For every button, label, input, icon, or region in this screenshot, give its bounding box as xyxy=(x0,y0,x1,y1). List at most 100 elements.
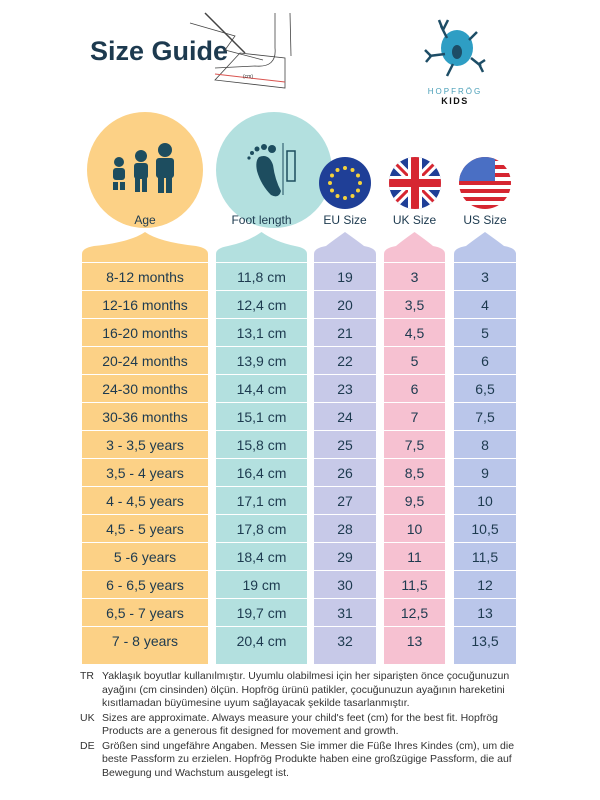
cell-age: 6,5 - 7 years xyxy=(82,598,208,626)
cell-uk: 11,5 xyxy=(384,570,445,598)
cell-eu: 30 xyxy=(314,570,376,598)
footprint-ruler-icon xyxy=(216,112,332,228)
cell-us: 10,5 xyxy=(454,514,516,542)
cell-age: 4,5 - 5 years xyxy=(82,514,208,542)
cell-eu: 23 xyxy=(314,374,376,402)
eu-flag-icon xyxy=(318,156,372,210)
cell-age: 30-36 months xyxy=(82,402,208,430)
cell-us: 11,5 xyxy=(454,542,516,570)
cell-age: 3 - 3,5 years xyxy=(82,430,208,458)
cell-us: 6,5 xyxy=(454,374,516,402)
column-eu: EU Size 19 20 21 22 23 24 25 26 27 28 29 30 31 32 xyxy=(314,112,376,672)
cell-us: 8 xyxy=(454,430,516,458)
cell-foot: 19 cm xyxy=(216,570,307,598)
cell-us: 4 xyxy=(454,290,516,318)
note-de: DE Größen sind ungefähre Angaben. Messen … xyxy=(80,739,515,779)
size-notes: TR Yaklaşık boyutlar kullanılmıştır. Uyum… xyxy=(80,670,540,781)
note-tr: TR Yaklaşık boyutlar kullanılmıştır. Uyum… xyxy=(80,670,510,709)
cell-uk: 7,5 xyxy=(384,430,445,458)
column-header: Foot length xyxy=(231,213,292,227)
cell-eu: 28 xyxy=(314,514,376,542)
page-title: Size Guide xyxy=(90,36,229,66)
cell-us: 10 xyxy=(454,486,516,514)
cell-foot: 18,4 cm xyxy=(216,542,307,570)
cell-foot: 13,9 cm xyxy=(216,346,307,374)
cell-eu: 25 xyxy=(314,430,376,458)
cell-foot: 12,4 cm xyxy=(216,290,307,318)
cell-foot: 13,1 cm xyxy=(216,318,307,346)
cell-age: 24-30 months xyxy=(82,374,208,402)
cell-uk: 10 xyxy=(384,514,445,542)
column-cap xyxy=(454,232,516,267)
column-us: US Size 3 4 5 6 6,5 7,5 8 9 10 10,5 11,5 12 13 13,5 xyxy=(454,112,516,672)
cell-eu: 19 xyxy=(314,262,376,290)
column-cap xyxy=(384,232,445,267)
column-cap xyxy=(82,232,208,267)
cell-uk: 7 xyxy=(384,402,445,430)
cell-eu: 31 xyxy=(314,598,376,626)
column-header: EU Size xyxy=(323,213,367,227)
column-header: UK Size xyxy=(392,213,437,227)
cell-eu: 20 xyxy=(314,290,376,318)
cell-eu: 24 xyxy=(314,402,376,430)
cell-us: 7,5 xyxy=(454,402,516,430)
column-foot: Foot length 11,8 cm 12,4 cm 13,1 cm 13,9 cm 1… xyxy=(216,112,332,672)
cell-uk: 3 xyxy=(384,262,445,290)
cell-foot: 17,1 cm xyxy=(216,486,307,514)
cell-age: 7 - 8 years xyxy=(82,626,208,654)
cell-age: 8-12 months xyxy=(82,262,208,290)
column-cap xyxy=(216,232,307,267)
cell-uk: 5 xyxy=(384,346,445,374)
frog-icon xyxy=(424,19,486,77)
cell-eu: 22 xyxy=(314,346,376,374)
cell-eu: 32 xyxy=(314,626,376,654)
cell-age: 3,5 - 4 years xyxy=(82,458,208,486)
sketch-cm-label: (cm) xyxy=(243,74,253,80)
cell-foot: 16,4 cm xyxy=(216,458,307,486)
cell-uk: 11 xyxy=(384,542,445,570)
cell-eu: 29 xyxy=(314,542,376,570)
cell-uk: 12,5 xyxy=(384,598,445,626)
hopfrog-kids-logo: HOPFRÖG KIDS xyxy=(415,18,495,106)
note-uk: UK Sizes are approximate. Always measure … xyxy=(80,711,498,738)
cell-eu: 21 xyxy=(314,318,376,346)
cell-us: 6 xyxy=(454,346,516,374)
cell-uk: 13 xyxy=(384,626,445,654)
cell-us: 9 xyxy=(454,458,516,486)
cell-uk: 9,5 xyxy=(384,486,445,514)
cell-age: 4 - 4,5 years xyxy=(82,486,208,514)
cell-foot: 11,8 cm xyxy=(216,262,307,290)
foot-measure-illustration: (cm) xyxy=(189,12,292,89)
uk-flag-icon xyxy=(388,156,442,210)
cell-age: 6 - 6,5 years xyxy=(82,570,208,598)
column-header: US Size xyxy=(463,213,507,227)
cell-us: 3 xyxy=(454,262,516,290)
cell-uk: 6 xyxy=(384,374,445,402)
cell-foot: 15,8 cm xyxy=(216,430,307,458)
cell-eu: 27 xyxy=(314,486,376,514)
cell-uk: 8,5 xyxy=(384,458,445,486)
us-flag-icon xyxy=(458,156,512,210)
cell-foot: 14,4 cm xyxy=(216,374,307,402)
cell-us: 5 xyxy=(454,318,516,346)
logo-kids: KIDS xyxy=(441,96,469,106)
cell-age: 12-16 months xyxy=(82,290,208,318)
cell-foot: 17,8 cm xyxy=(216,514,307,542)
family-icon xyxy=(87,112,203,228)
logo-brand: HOPFRÖG xyxy=(427,87,483,96)
cell-uk: 4,5 xyxy=(384,318,445,346)
cell-uk: 3,5 xyxy=(384,290,445,318)
column-header: Age xyxy=(134,213,156,227)
cell-us: 13,5 xyxy=(454,626,516,654)
cell-eu: 26 xyxy=(314,458,376,486)
cell-age: 5 -6 years xyxy=(82,542,208,570)
cell-us: 12 xyxy=(454,570,516,598)
column-cap xyxy=(314,232,376,267)
cell-foot: 19,7 cm xyxy=(216,598,307,626)
cell-us: 13 xyxy=(454,598,516,626)
column-uk: UK Size 3 3,5 4,5 5 6 7 7,5 8,5 9,5 10 11 11,5 12,5 13 xyxy=(384,112,445,672)
cell-foot: 15,1 cm xyxy=(216,402,307,430)
cell-age: 20-24 months xyxy=(82,346,208,374)
column-age: Age 8-12 months 12-16 months 16-20 months 20… xyxy=(82,112,208,672)
cell-age: 16-20 months xyxy=(82,318,208,346)
